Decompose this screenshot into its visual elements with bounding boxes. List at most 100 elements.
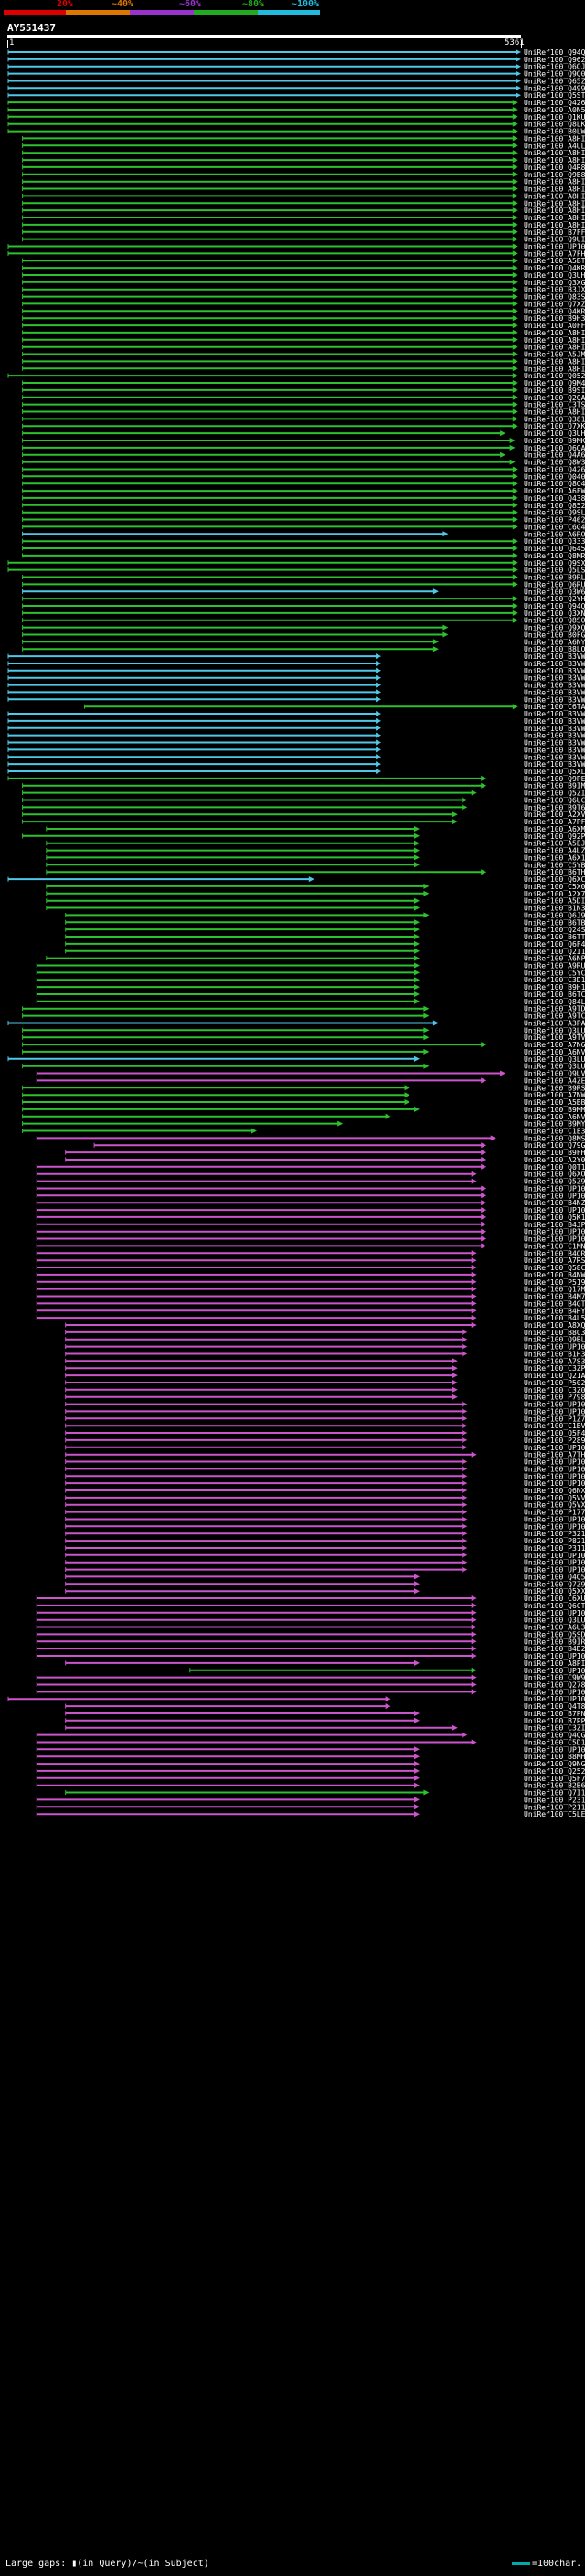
hit-label[interactable]: UniRef100_Q92P11: [524, 832, 585, 841]
hit-label[interactable]: UniRef100_Q9UV06: [524, 1070, 585, 1078]
hit-row[interactable]: UniRef100_Q8LKJ7: [7, 121, 585, 129]
hit-row[interactable]: UniRef100_UP1000...: [65, 1552, 585, 1560]
hit-row[interactable]: UniRef100_Q3XG25: [22, 279, 585, 287]
hit-label[interactable]: UniRef100_Q85250: [524, 502, 585, 510]
hit-label[interactable]: UniRef100_A8XQ00: [524, 1321, 585, 1330]
hit-label[interactable]: UniRef100_Q4T880: [524, 1702, 585, 1711]
hit-label[interactable]: UniRef100_A8HIS2: [524, 149, 585, 157]
hit-label[interactable]: UniRef100_UP1000...: [524, 1522, 585, 1531]
hit-row[interactable]: UniRef100_Q42679: [22, 466, 585, 474]
hit-label[interactable]: UniRef100_Q0T1E3: [524, 1163, 585, 1171]
hit-row[interactable]: UniRef100_B3VWD5: [7, 717, 585, 726]
hit-row[interactable]: UniRef100_A0N5W2: [7, 106, 585, 114]
hit-label[interactable]: UniRef100_A8HI38: [524, 329, 585, 337]
hit-label[interactable]: UniRef100_Q5SD5S: [524, 1630, 585, 1638]
hit-label[interactable]: UniRef100_A6NPS7: [524, 955, 585, 963]
hit-row[interactable]: UniRef100_C3ZIE0: [65, 1724, 585, 1733]
hit-label[interactable]: UniRef100_A6X1K2: [524, 853, 585, 862]
hit-row[interactable]: UniRef100_Q17M10: [36, 1286, 585, 1294]
hit-label[interactable]: UniRef100_Q5VX85: [524, 1501, 585, 1510]
hit-label[interactable]: UniRef100_UP1000...: [524, 1444, 585, 1452]
hit-label[interactable]: UniRef100_B6TBW3: [524, 918, 585, 927]
hit-row[interactable]: UniRef100_P31154: [65, 1544, 585, 1553]
hit-row[interactable]: UniRef100_Q5SD5S: [36, 1630, 585, 1638]
hit-row[interactable]: UniRef100_Q6XOH4: [36, 1171, 585, 1179]
hit-label[interactable]: UniRef100_P51931: [524, 1278, 585, 1287]
hit-label[interactable]: UniRef100_Q5VVA4: [524, 1494, 585, 1502]
hit-label[interactable]: UniRef100_UP1000...: [524, 1479, 585, 1488]
hit-row[interactable]: UniRef100_B3JX02: [22, 286, 585, 294]
hit-row[interactable]: UniRef100_Q9UV06: [36, 1070, 585, 1078]
hit-label[interactable]: UniRef100_Q9PEM9: [524, 775, 585, 783]
hit-row[interactable]: UniRef100_B9RLB5: [22, 574, 585, 582]
hit-row[interactable]: UniRef100_UP1000...: [65, 1472, 585, 1480]
hit-label[interactable]: UniRef100_Q43820: [524, 494, 585, 503]
hit-label[interactable]: UniRef100_B9RLB5: [524, 574, 585, 582]
hit-row[interactable]: UniRef100_Q9NG40: [36, 1760, 585, 1768]
hit-row[interactable]: UniRef100_A7TH58: [65, 1451, 585, 1459]
hit-label[interactable]: UniRef100_A6FWT0: [524, 487, 585, 495]
hit-label[interactable]: UniRef100_A8HIP3: [524, 336, 585, 345]
hit-row[interactable]: UniRef100_A9TVF2: [22, 1034, 585, 1042]
hit-row[interactable]: UniRef100_A5EJ63: [46, 840, 585, 848]
hit-row[interactable]: UniRef100_UP1000...: [65, 1465, 585, 1473]
hit-row[interactable]: UniRef100_B9MMA0: [22, 1106, 585, 1114]
hit-label[interactable]: UniRef100_Q6QJ69: [524, 63, 585, 71]
hit-row[interactable]: UniRef100_UP1000...: [36, 1192, 585, 1200]
hit-row[interactable]: UniRef100_UP1000...: [36, 1206, 585, 1214]
hit-row[interactable]: UniRef100_B3VWC0: [7, 674, 585, 683]
hit-row[interactable]: UniRef100_Q5F434: [65, 1429, 585, 1437]
hit-label[interactable]: UniRef100_B4NZH3: [524, 1199, 585, 1207]
hit-row[interactable]: UniRef100_Q43820: [22, 494, 585, 503]
hit-row[interactable]: UniRef100_Q6UC10: [22, 797, 585, 805]
hit-label[interactable]: UniRef100_C5LE87: [524, 1810, 585, 1818]
hit-row[interactable]: UniRef100_C3D139: [36, 976, 585, 984]
hit-row[interactable]: UniRef100_C3TS13: [22, 401, 585, 409]
hit-label[interactable]: UniRef100_Q7XZQ9: [524, 300, 585, 308]
hit-label[interactable]: UniRef100_B8MH11: [524, 1753, 585, 1761]
hit-row[interactable]: UniRef100_Q9Q0M8: [7, 70, 585, 79]
hit-row[interactable]: UniRef100_Q3UH03: [22, 271, 585, 280]
hit-row[interactable]: UniRef100_A6NVZ2: [22, 1113, 585, 1121]
hit-row[interactable]: UniRef100_Q04009: [22, 472, 585, 481]
hit-row[interactable]: UniRef100_A8HIN1: [22, 199, 585, 207]
hit-label[interactable]: UniRef100_Q7Z9W0: [524, 1580, 585, 1588]
hit-label[interactable]: UniRef100_Q9B823: [524, 171, 585, 179]
hit-row[interactable]: UniRef100_A6U383: [36, 1624, 585, 1632]
hit-label[interactable]: UniRef100_Q4R835: [524, 164, 585, 172]
hit-row[interactable]: UniRef100_B4NZH3: [36, 1199, 585, 1207]
hit-row[interactable]: UniRef100_B8C323: [65, 1329, 585, 1337]
hit-label[interactable]: UniRef100_UP1000...: [524, 1516, 585, 1524]
hit-label[interactable]: UniRef100_B9SIT7: [524, 387, 585, 395]
hit-label[interactable]: UniRef100_C5D1P2: [524, 1739, 585, 1747]
hit-label[interactable]: UniRef100_A8HIL6: [524, 214, 585, 222]
hit-label[interactable]: UniRef100_B3VWE5: [524, 732, 585, 740]
hit-label[interactable]: UniRef100_A8HIM9: [524, 365, 585, 373]
hit-label[interactable]: UniRef100_Q42613: [524, 99, 585, 107]
hit-row[interactable]: UniRef100_P51931: [36, 1278, 585, 1287]
hit-row[interactable]: UniRef100_A0FFF1: [22, 322, 585, 330]
hit-row[interactable]: UniRef100_A4UZE9: [46, 847, 585, 855]
hit-row[interactable]: UniRef100_Q94Q05: [7, 48, 585, 57]
hit-row[interactable]: UniRef100_C3Z085: [65, 1386, 585, 1394]
hit-label[interactable]: UniRef100_A8HIM5: [524, 134, 585, 143]
hit-row[interactable]: UniRef100_P1Z7Y8: [65, 1415, 585, 1423]
hit-row[interactable]: UniRef100_Q3LUS1: [22, 1063, 585, 1071]
hit-label[interactable]: UniRef100_A8PIR0: [524, 1659, 585, 1668]
hit-row[interactable]: UniRef100_B1H3L2: [65, 1351, 585, 1359]
hit-label[interactable]: UniRef100_Q8LKJ7: [524, 121, 585, 129]
hit-row[interactable]: UniRef100_UP1000...: [7, 1695, 585, 1703]
hit-label[interactable]: UniRef100_B9H3T6: [524, 314, 585, 323]
hit-row[interactable]: UniRef100_UP1000...: [65, 1522, 585, 1531]
hit-label[interactable]: UniRef100_B9MK88: [524, 437, 585, 445]
hit-label[interactable]: UniRef100_Q9BL35: [524, 1336, 585, 1344]
hit-label[interactable]: UniRef100_Q1KUM5: [524, 113, 585, 122]
hit-label[interactable]: UniRef100_Q6XC47: [524, 875, 585, 884]
hit-row[interactable]: UniRef100_Q6QJ69: [7, 63, 585, 71]
hit-row[interactable]: UniRef100_Q58CK1: [36, 1264, 585, 1272]
hit-row[interactable]: UniRef100_A2Y096: [65, 1156, 585, 1164]
hit-label[interactable]: UniRef100_Q9SXM2: [524, 559, 585, 567]
hit-row[interactable]: UniRef100_UP1000...: [65, 1458, 585, 1467]
hit-label[interactable]: UniRef100_Q6RUG3: [524, 580, 585, 588]
hit-label[interactable]: UniRef100_A2XV58: [524, 811, 585, 819]
